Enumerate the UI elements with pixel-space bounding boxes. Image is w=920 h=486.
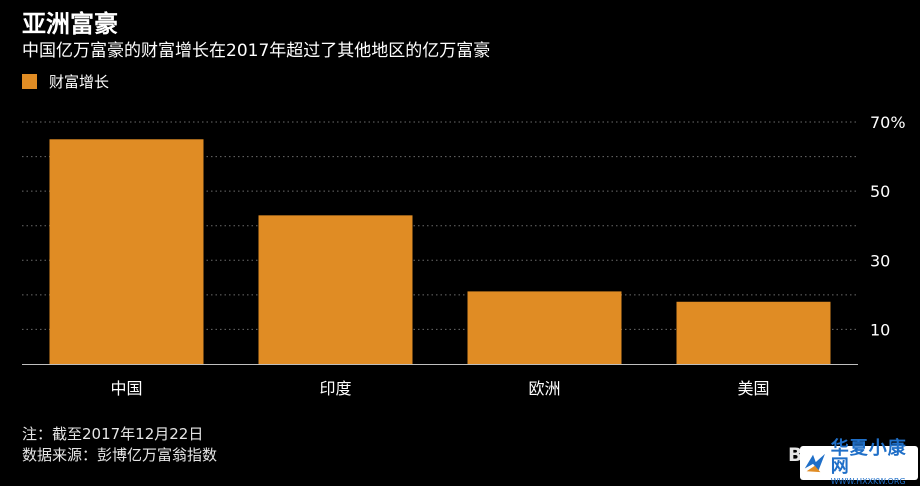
y-tick-label: 70%	[870, 113, 906, 132]
chart-title: 亚洲富豪	[22, 10, 118, 38]
y-tick-label: 30	[870, 251, 890, 270]
chart-legend: 财富增长	[22, 71, 109, 92]
bar	[258, 215, 413, 364]
footnote-note: 注：截至2017年12月22日	[22, 425, 204, 443]
site-logo-icon	[804, 453, 825, 473]
x-tick-label: 中国	[110, 379, 142, 398]
x-tick-label: 美国	[737, 379, 769, 398]
site-logo-url: WWW.HXXKW.ORG	[830, 477, 906, 486]
chart-subtitle: 中国亿万富豪的财富增长在2017年超过了其他地区的亿万富豪	[22, 41, 491, 61]
legend-label: 财富增长	[49, 73, 110, 91]
site-logo-name: 华夏小康网	[830, 438, 907, 477]
site-logo: 华夏小康网 WWW.HXXKW.ORG	[800, 440, 918, 486]
bar	[49, 139, 204, 364]
x-tick-label: 印度	[319, 379, 351, 398]
x-tick-label: 欧洲	[528, 379, 560, 398]
y-tick-label: 10	[870, 320, 890, 339]
y-tick-label: 50	[870, 182, 890, 201]
bar	[676, 301, 831, 364]
footnote-source: 数据来源：彭博亿万富翁指数	[22, 446, 218, 464]
bar	[467, 291, 622, 364]
legend-swatch	[22, 74, 37, 89]
